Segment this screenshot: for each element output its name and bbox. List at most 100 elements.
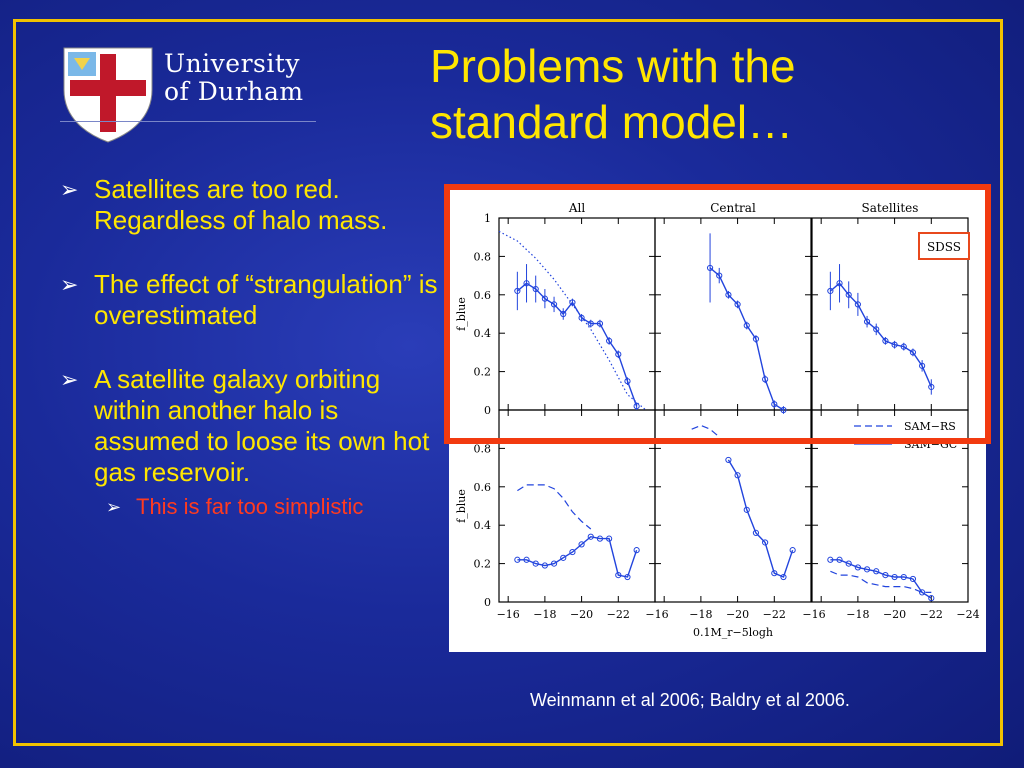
data-point (615, 351, 622, 358)
data-point (560, 310, 567, 318)
data-line (727, 459, 794, 578)
slide-frame (13, 19, 1003, 746)
data-point (578, 314, 585, 321)
data-point (909, 349, 917, 356)
data-point (532, 560, 539, 567)
x-tick-label: −18 (533, 608, 556, 621)
x-tick-label: −20 (883, 608, 906, 621)
shield-icon (63, 47, 153, 143)
data-point (633, 403, 640, 410)
data-point (771, 401, 778, 408)
data-line (517, 535, 638, 578)
bullet-item: ➢ Satellites are too red. Regardless of … (60, 174, 440, 236)
y-tick-label: 0 (484, 596, 491, 609)
data-point (587, 533, 594, 540)
data-line (830, 559, 932, 599)
x-tick-label: −16 (497, 608, 520, 621)
x-tick-label: −22 (920, 608, 943, 621)
panel-frame (498, 217, 656, 411)
data-point (734, 301, 741, 308)
arrow-bullet-icon: ➢ (60, 177, 79, 202)
y-tick-label: 1 (484, 212, 491, 225)
data-point (523, 280, 530, 287)
data-point (725, 291, 732, 298)
sam-rs-line (517, 484, 592, 530)
data-point (780, 406, 787, 414)
x-axis-label: 0.1M_r−5logh (693, 626, 773, 639)
data-point (752, 529, 760, 536)
data-point (891, 341, 898, 348)
data-point (827, 287, 834, 295)
legend-label: SAM−GC (904, 438, 957, 451)
arrow-bullet-icon: ➢ (106, 497, 122, 517)
legend-label: SAM−RS (904, 420, 956, 433)
panel-title: Satellites (862, 201, 919, 215)
bullet-text: The effect of “strangulation” is overest… (94, 269, 438, 330)
data-point (762, 539, 769, 546)
bullet-item: ➢ A satellite galaxy orbiting within ano… (60, 364, 440, 488)
x-tick-label: −18 (689, 608, 712, 621)
data-point (919, 362, 926, 369)
data-point (882, 337, 889, 344)
sdss-legend-box (918, 232, 970, 260)
data-point (900, 343, 907, 350)
data-point (624, 378, 631, 385)
x-tick-label: −16 (645, 608, 668, 621)
data-point (633, 547, 640, 554)
data-point (854, 301, 861, 308)
sam-rs-line (830, 570, 932, 593)
arrow-bullet-icon: ➢ (60, 367, 79, 392)
y-tick-label: 0 (484, 404, 491, 417)
data-point (863, 566, 871, 573)
x-tick-label: −20 (570, 608, 593, 621)
data-point (752, 335, 760, 343)
panel-frame (498, 409, 656, 603)
data-point (909, 575, 917, 583)
data-point (928, 595, 935, 602)
sub-bullet-text: This is far too simplistic (136, 494, 364, 519)
title-line-1: Problems with the (430, 40, 796, 92)
citation-caption: Weinmann et al 2006; Baldry et al 2006. (530, 690, 850, 710)
data-point (587, 320, 594, 327)
data-point (532, 285, 539, 293)
bullet-text: Satellites are too red. Regardless of ha… (94, 174, 388, 235)
data-point (845, 560, 852, 567)
data-point (596, 535, 604, 542)
y-axis-label: f_blue (455, 489, 468, 523)
data-point (725, 456, 732, 464)
data-point (836, 280, 843, 287)
y-tick-label: 0.2 (474, 366, 492, 379)
data-point (771, 570, 778, 577)
y-tick-label: 0.6 (474, 481, 492, 494)
data-point (900, 573, 907, 581)
fblue-figure: 0 0.2 0.4 0.6 0.8 1 f_blue 0 0.2 0.4 0.6 0.8 f_blue A… (449, 188, 986, 652)
data-point (541, 562, 548, 569)
model-dotted-line (498, 230, 647, 411)
data-point (550, 560, 558, 567)
data-point (780, 573, 787, 581)
data-point (882, 572, 889, 579)
panel-frame (654, 217, 812, 411)
data-point (550, 301, 558, 308)
data-point (606, 535, 613, 542)
sdss-legend-label: SDSS (927, 240, 961, 254)
data-point (578, 541, 585, 548)
fblue-chart: 0 0.2 0.4 0.6 0.8 1 f_blue 0 0.2 0.4 0.6 0.8 f_blue A… (455, 201, 980, 639)
panel-title: All (568, 201, 586, 215)
data-point (615, 572, 622, 579)
data-point (734, 472, 741, 479)
x-tick-label: −22 (763, 608, 786, 621)
x-tick-label: −18 (846, 608, 869, 621)
data-point (606, 337, 613, 344)
sam-rs-line (691, 424, 720, 438)
y-tick-label: 0.4 (474, 519, 492, 532)
sub-bullet-item: ➢ This is far too simplistic (106, 493, 440, 521)
data-point (514, 287, 521, 295)
y-tick-label: 0.4 (474, 327, 492, 340)
y-tick-label: 0.2 (474, 558, 492, 571)
x-tick-label: −22 (607, 608, 630, 621)
title-line-2: standard model… (430, 96, 794, 148)
arrow-bullet-icon: ➢ (60, 272, 79, 297)
logo-wordmark: University of Durham (164, 50, 304, 106)
data-point (863, 318, 871, 325)
